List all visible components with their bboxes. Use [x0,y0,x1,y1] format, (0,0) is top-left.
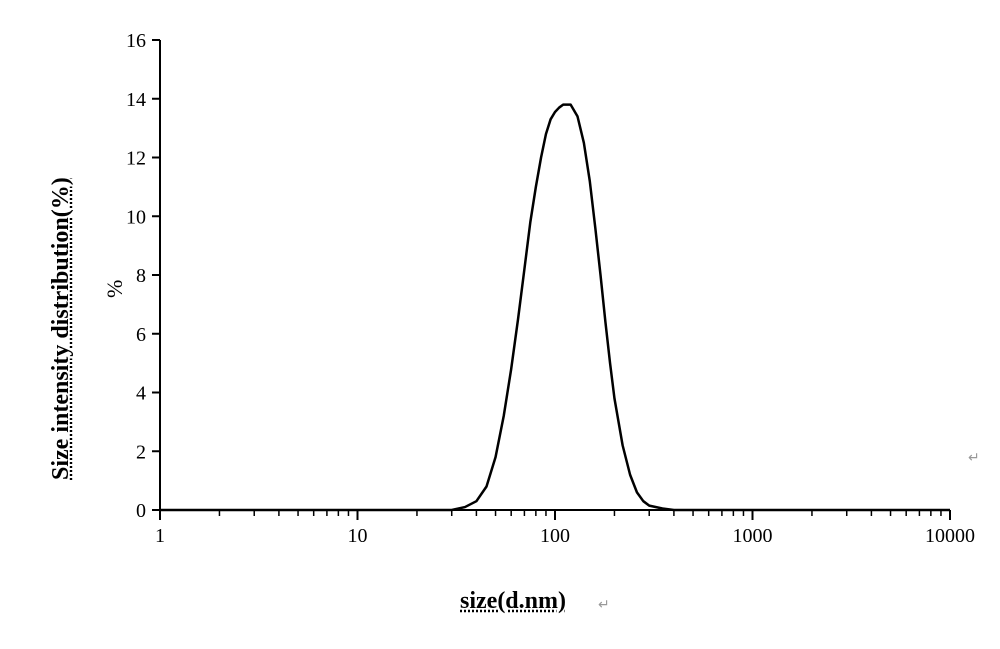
inner-y-label: % [102,280,128,298]
svg-text:1: 1 [155,525,165,547]
svg-text:2: 2 [136,441,146,463]
svg-text:4: 4 [136,383,146,405]
svg-text:100: 100 [540,525,570,547]
svg-text:10: 10 [348,525,368,547]
svg-text:10: 10 [126,206,146,228]
svg-text:14: 14 [126,89,146,111]
svg-text:16: 16 [126,30,146,52]
x-axis-label: size(d.nm) [460,588,566,615]
svg-text:0: 0 [136,500,146,522]
corner-mark-1: ↵ [968,450,980,467]
svg-text:12: 12 [126,148,146,170]
svg-text:8: 8 [136,265,146,287]
y-axis-label: Size intensity distribution(%) [48,177,75,480]
chart-container: Size intensity distribution(%) % 0 2 4 6 8 10… [20,20,980,629]
corner-mark-2: ↵ [598,597,610,614]
svg-text:1000: 1000 [733,525,773,547]
svg-text:6: 6 [136,324,146,346]
svg-text:10000: 10000 [925,525,975,547]
chart-svg: 0 2 4 6 8 10 12 14 16 1 10 100 1000 10000 [20,20,980,580]
